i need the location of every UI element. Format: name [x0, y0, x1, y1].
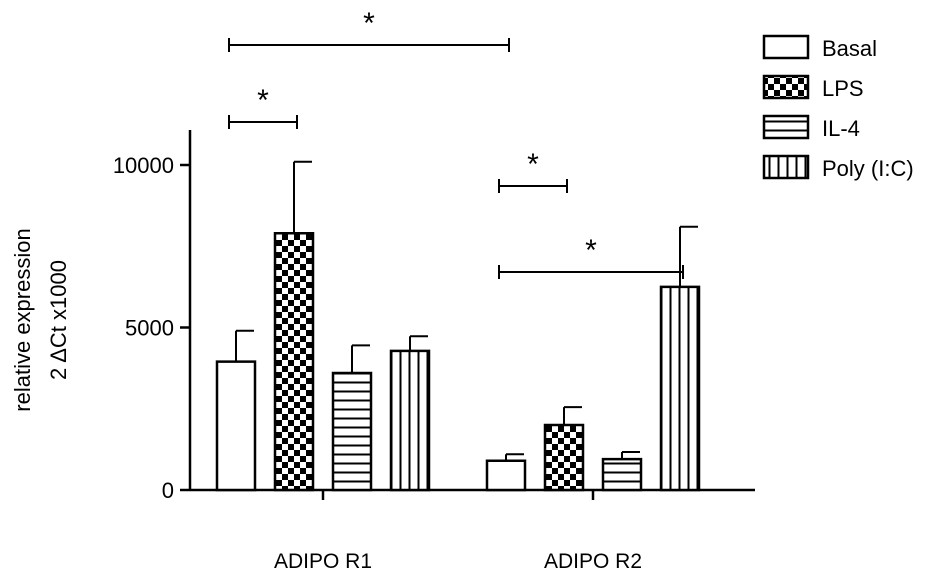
y-axis-title-line2: 2 ΔCt x1000 [46, 260, 71, 380]
bar [389, 349, 431, 492]
y-axis-title: relative expression [10, 228, 35, 411]
legend-label: IL-4 [822, 116, 860, 141]
significance-star: * [363, 7, 375, 40]
significance-star: * [585, 234, 597, 267]
bar [331, 371, 373, 492]
bar [485, 459, 527, 492]
bar [601, 457, 643, 492]
significance-brackets: * * * * [228, 7, 684, 279]
bar [659, 285, 701, 492]
legend-label: Basal [822, 36, 877, 61]
legend-swatch [762, 114, 810, 140]
legend-swatch [762, 154, 810, 180]
y-axis: 0 5000 10000 [113, 130, 192, 503]
error-bars [235, 160, 698, 461]
bar [273, 232, 315, 492]
x-axis: ADIPO R1 ADIPO R2 [190, 488, 755, 573]
legend-swatch [762, 34, 810, 60]
bars [215, 232, 701, 492]
significance-star: * [527, 148, 539, 181]
legend: Basal LPS IL-4 Poly (I:C) [762, 34, 914, 181]
x-tick-label: ADIPO R1 [274, 550, 372, 573]
legend-swatch [762, 74, 810, 100]
x-tick-label: ADIPO R2 [544, 550, 642, 573]
y-tick-label: 5000 [125, 316, 174, 341]
bar [215, 360, 257, 492]
y-tick-label: 10000 [113, 153, 174, 178]
y-tick-label: 0 [162, 478, 174, 503]
legend-label: Poly (I:C) [822, 156, 914, 181]
bar [543, 423, 585, 492]
legend-label: LPS [822, 76, 864, 101]
significance-star: * [257, 84, 269, 117]
